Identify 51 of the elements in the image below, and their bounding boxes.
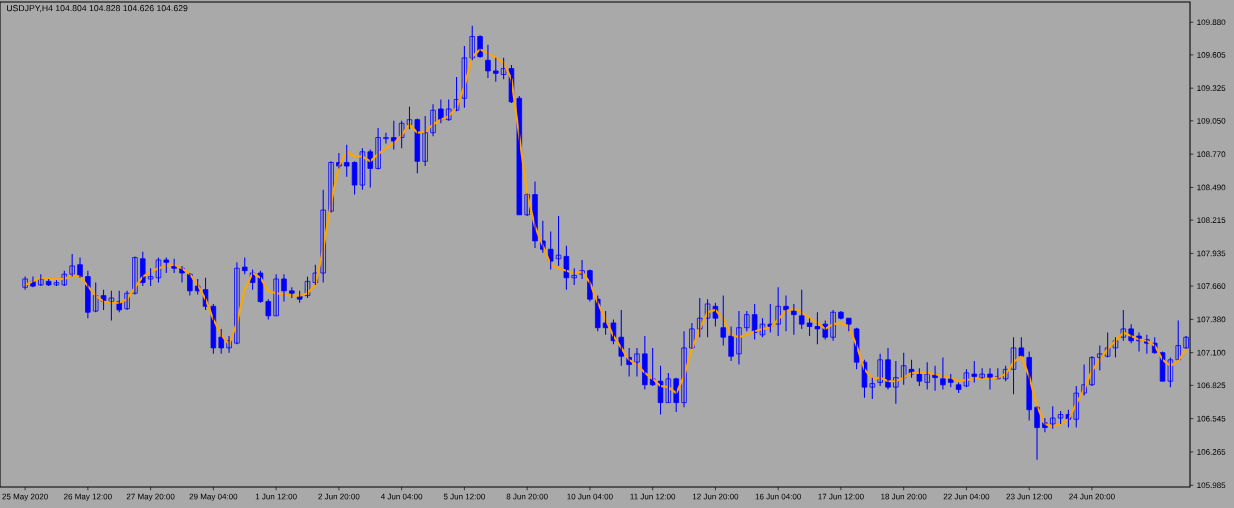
candlestick <box>422 115 428 167</box>
x-tick-label: 23 Jun 12:00 <box>1006 493 1053 500</box>
candlestick <box>924 361 930 391</box>
x-tick-label: 18 Jun 20:00 <box>881 493 927 500</box>
candlestick <box>38 273 44 287</box>
x-tick-label: 25 May 2020 <box>2 493 48 501</box>
x-tick-label: 27 May 20:00 <box>126 493 175 501</box>
y-tick-label: 106.265 <box>1197 449 1226 455</box>
candlestick <box>163 257 170 274</box>
candlestick <box>798 289 805 330</box>
x-tick-label: 12 Jun 20:00 <box>692 493 739 500</box>
candlestick <box>493 57 499 83</box>
y-tick-label: 109.050 <box>1197 118 1226 124</box>
candlestick <box>720 295 727 347</box>
x-tick-label: 26 May 12:00 <box>64 493 112 501</box>
candlestick <box>218 328 224 355</box>
y-tick-label: 107.660 <box>1197 283 1226 289</box>
candlestick <box>265 298 272 320</box>
x-tick-label: 22 Jun 04:00 <box>943 493 990 500</box>
candlestick <box>744 310 750 332</box>
x-tick-label: 16 Jun 04:00 <box>755 493 801 500</box>
x-tick-label: 17 Jun 12:00 <box>818 493 864 500</box>
y-tick-label: 105.985 <box>1197 482 1226 489</box>
x-tick-label: 2 Jun 20:00 <box>318 493 360 500</box>
x-tick-label: 24 Jun 20:00 <box>1069 493 1115 500</box>
y-tick-label: 107.100 <box>1197 349 1226 356</box>
x-tick-label: 5 Jun 12:00 <box>443 493 485 500</box>
candlestick <box>343 144 350 178</box>
x-tick-label: 29 May 04:00 <box>189 493 238 501</box>
candlestick <box>869 377 876 400</box>
y-tick-label: 108.215 <box>1197 217 1226 223</box>
chart-title: USDJPY,H4 104.804 104.828 104.626 104.629 <box>7 5 188 13</box>
candlestick <box>846 317 852 332</box>
x-tick-label: 4 Jun 04:00 <box>380 493 423 500</box>
y-tick-label: 108.490 <box>1197 184 1226 191</box>
candlestick <box>289 286 295 299</box>
y-tick-label: 107.935 <box>1197 250 1226 257</box>
x-tick-label: 8 Jun 20:00 <box>506 493 548 500</box>
x-tick-label: 11 Jun 12:00 <box>630 493 676 500</box>
x-tick-label: 10 Jun 04:00 <box>567 493 613 500</box>
y-tick-label: 107.380 <box>1197 316 1226 323</box>
y-tick-label: 108.770 <box>1197 151 1226 157</box>
candlestick <box>1049 405 1056 430</box>
x-tick-label: 1 Jun 12:00 <box>255 493 297 500</box>
y-tick-label: 109.325 <box>1197 85 1226 92</box>
candlestick <box>69 253 75 278</box>
y-tick-label: 106.545 <box>1197 415 1226 422</box>
candlestick <box>971 360 978 383</box>
y-tick-label: 106.825 <box>1197 382 1226 389</box>
y-tick-label: 109.605 <box>1197 52 1226 58</box>
y-tick-label: 109.880 <box>1197 19 1226 26</box>
